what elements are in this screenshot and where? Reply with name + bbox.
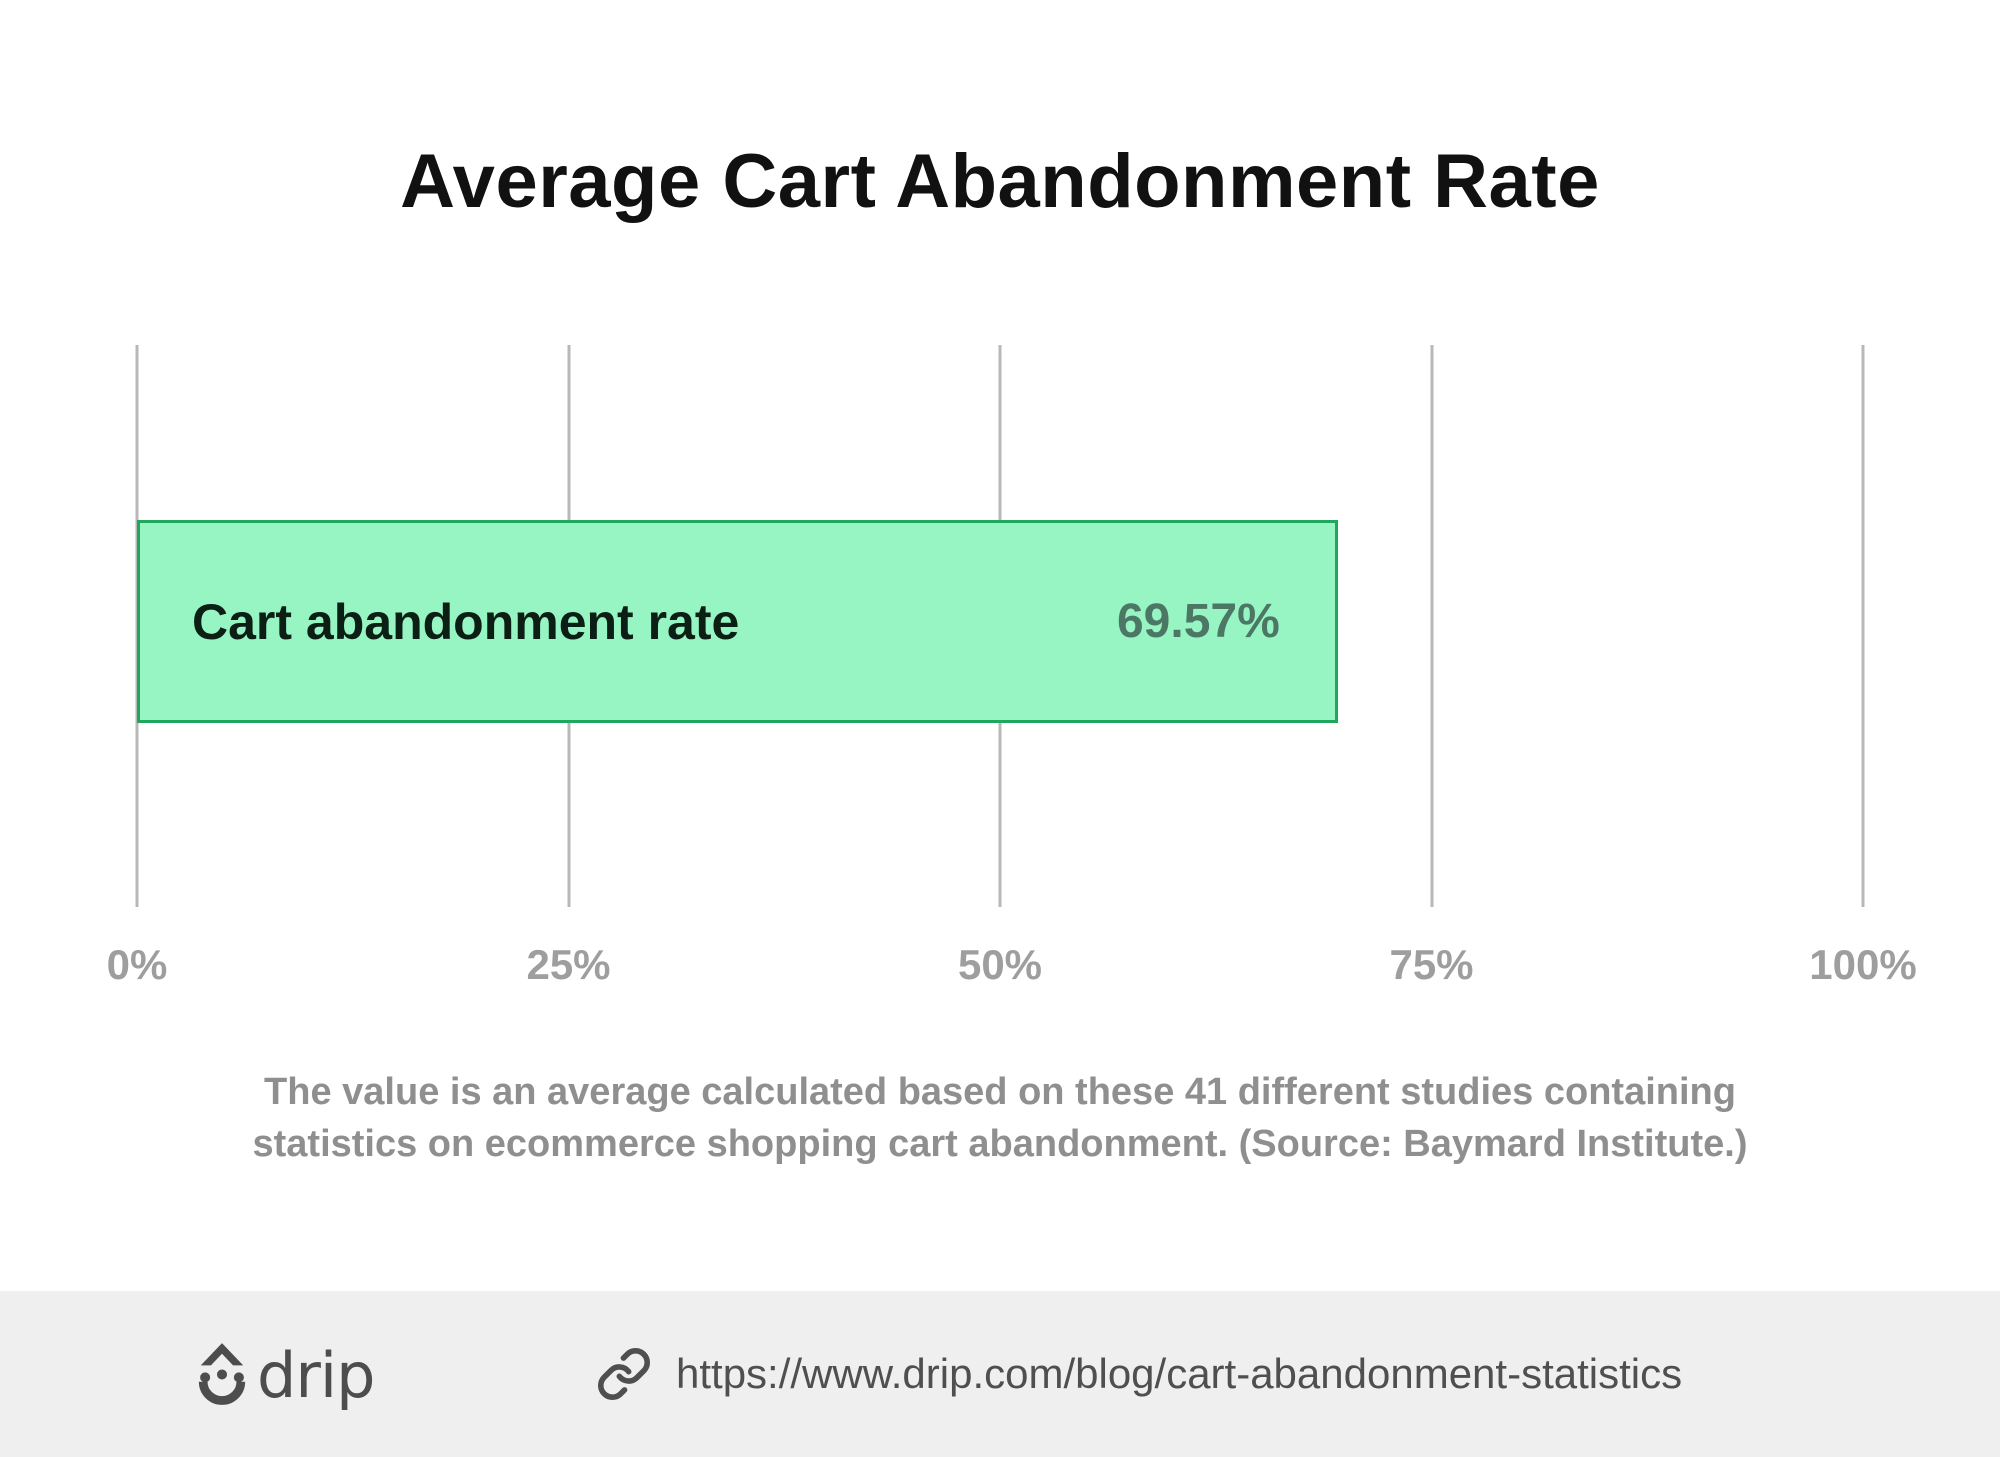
drip-brand-name: drip <box>257 1339 375 1412</box>
x-tick-label-25%: 25% <box>526 941 611 988</box>
x-tick-label-75%: 75% <box>1389 941 1474 988</box>
caption-line-1: The value is an average calculated based… <box>264 1071 1736 1113</box>
footer-bar: drip https://www.drip.com/blog/cart-aban… <box>0 1291 2000 1457</box>
drip-droplet-icon <box>198 1343 246 1405</box>
bar-category-label: Cart abandonment rate <box>192 593 740 650</box>
link-chain-icon <box>598 1348 650 1400</box>
drip-brand-logo: drip <box>195 1339 375 1412</box>
bar-value-label: 69.57% <box>1116 595 1280 648</box>
source-caption: The value is an average calculated based… <box>0 1066 2000 1170</box>
caption-line-2: statistics on ecommerce shopping cart ab… <box>252 1123 1748 1165</box>
x-tick-label-50%: 50% <box>957 941 1043 988</box>
plot-area: 0% 25% 50% 75% 100% Cart abandonment rate 69… <box>107 345 1917 988</box>
gridline-75% <box>1430 345 1433 907</box>
chart-title: Average Cart Abandonment Rate <box>400 139 1600 224</box>
source-link-row: https://www.drip.com/blog/cart-abandonme… <box>596 1346 1682 1402</box>
source-url[interactable]: https://www.drip.com/blog/cart-abandonme… <box>676 1350 1683 1397</box>
x-tick-label-100%: 100% <box>1809 941 1917 988</box>
bar-cart-abandonment-rate: Cart abandonment rate 69.57% <box>137 520 1338 723</box>
gridline-100% <box>1861 345 1865 907</box>
x-tick-label-0%: 0% <box>106 941 168 988</box>
